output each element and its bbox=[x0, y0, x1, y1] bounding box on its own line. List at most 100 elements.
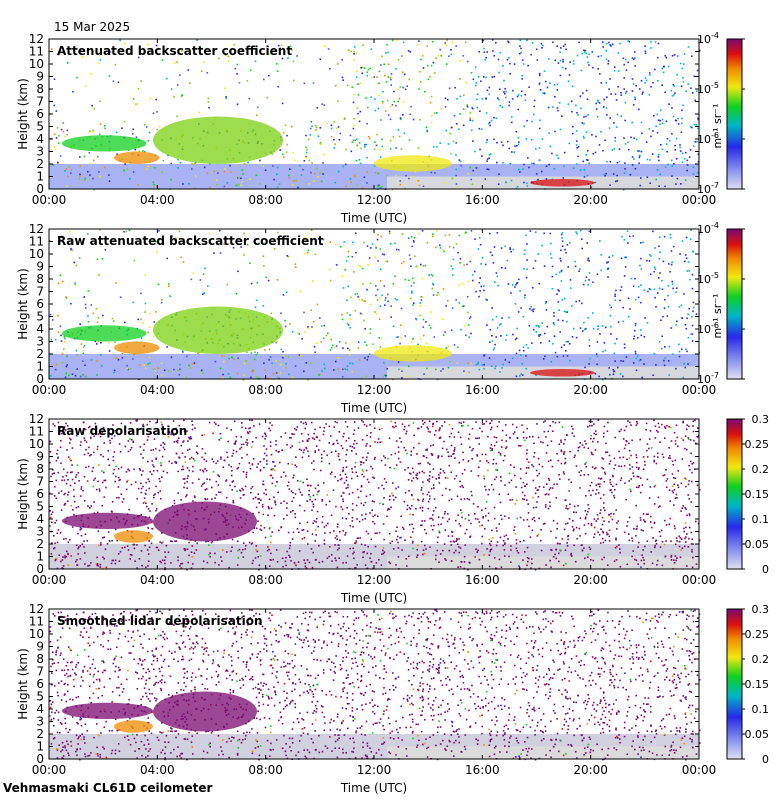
x-tick-label: 16:00 bbox=[465, 383, 500, 397]
y-tick-label: 10 bbox=[29, 437, 44, 451]
colorbar-tick-label: 10-6 bbox=[697, 321, 719, 336]
y-tick-label: 2 bbox=[36, 157, 44, 171]
colorbar-tick-label: 10-7 bbox=[697, 371, 719, 386]
x-tick-label: 00:00 bbox=[682, 763, 717, 777]
cloud-feature bbox=[114, 530, 153, 543]
y-tick-label: 4 bbox=[36, 702, 44, 716]
x-tick-label: 12:00 bbox=[357, 763, 392, 777]
y-tick-label: 5 bbox=[36, 500, 44, 514]
colorbar-tick-label: 0.15 bbox=[745, 488, 770, 501]
colorbar-tick-label: 0 bbox=[762, 563, 769, 576]
colorbar-tick-label: 0.05 bbox=[745, 538, 770, 551]
colorbar-tick-label: 10-5 bbox=[697, 271, 719, 286]
y-tick-label: 6 bbox=[36, 487, 44, 501]
cloud-feature bbox=[62, 702, 153, 719]
y-tick-label: 2 bbox=[36, 727, 44, 741]
colorbar: 0 0.05 0.1 0.15 0.2 0.25 0.3 bbox=[726, 603, 770, 766]
y-tick-label: 4 bbox=[36, 132, 44, 146]
y-tick-label: 8 bbox=[36, 82, 44, 96]
x-tick-label: 08:00 bbox=[248, 573, 283, 587]
x-tick-label: 08:00 bbox=[248, 193, 283, 207]
y-tick-label: 0 bbox=[36, 372, 44, 386]
cloud-feature bbox=[62, 512, 153, 529]
y-tick-label: 3 bbox=[36, 715, 44, 729]
y-tick-label: 6 bbox=[36, 677, 44, 691]
heatmap-texture bbox=[49, 39, 701, 191]
x-tick-label: 20:00 bbox=[573, 383, 608, 397]
heatmap-texture bbox=[49, 419, 701, 571]
colorbar-tick-label: 0.2 bbox=[752, 463, 770, 476]
cloud-feature bbox=[374, 345, 452, 362]
y-tick-label: 11 bbox=[29, 235, 44, 249]
y-tick-label: 8 bbox=[36, 652, 44, 666]
y-tick-label: 11 bbox=[29, 45, 44, 59]
y-axis-label: Height (km) bbox=[16, 268, 30, 339]
y-tick-label: 3 bbox=[36, 145, 44, 159]
cloud-feature bbox=[530, 369, 595, 377]
date-label: 15 Mar 2025 bbox=[54, 20, 131, 34]
colorbar-gradient bbox=[726, 608, 743, 760]
x-tick-label: 08:00 bbox=[248, 763, 283, 777]
y-axis-label: Height (km) bbox=[16, 78, 30, 149]
panel-4: Smoothed lidar depolarisation01234567891… bbox=[16, 602, 769, 795]
cloud-feature bbox=[153, 501, 257, 542]
colorbar-tick-label: 10-7 bbox=[697, 181, 719, 196]
y-tick-label: 9 bbox=[36, 450, 44, 464]
y-tick-label: 10 bbox=[29, 627, 44, 641]
y-tick-label: 0 bbox=[36, 562, 44, 576]
colorbar-tick-label: 0.05 bbox=[745, 728, 770, 741]
y-tick-label: 0 bbox=[36, 752, 44, 766]
y-tick-label: 7 bbox=[36, 95, 44, 109]
cloud-feature bbox=[153, 116, 283, 164]
x-tick-label: 00:00 bbox=[682, 193, 717, 207]
colorbar-tick-label: 0 bbox=[762, 753, 769, 766]
colorbar-tick-label: 0.15 bbox=[745, 678, 770, 691]
x-tick-label: 04:00 bbox=[140, 383, 175, 397]
colorbar-gradient bbox=[726, 38, 743, 190]
x-tick-label: 16:00 bbox=[465, 573, 500, 587]
cloud-feature bbox=[114, 151, 160, 164]
y-tick-label: 3 bbox=[36, 525, 44, 539]
y-tick-label: 5 bbox=[36, 310, 44, 324]
x-axis-label: Time (UTC) bbox=[340, 211, 407, 225]
colorbar: 10-7 10-6 10-5 10-4 m⁻¹ sr⁻¹ bbox=[697, 31, 745, 196]
y-tick-label: 10 bbox=[29, 57, 44, 71]
y-tick-label: 6 bbox=[36, 297, 44, 311]
colorbar-tick-label: 10-4 bbox=[697, 31, 719, 46]
y-tick-label: 7 bbox=[36, 285, 44, 299]
y-tick-label: 0 bbox=[36, 182, 44, 196]
x-tick-label: 04:00 bbox=[140, 573, 175, 587]
colorbar-tick-label: 0.1 bbox=[752, 703, 770, 716]
panel-title: Raw depolarisation bbox=[57, 424, 187, 438]
panel-title: Raw attenuated backscatter coefficient bbox=[57, 234, 324, 248]
cloud-feature bbox=[153, 306, 283, 354]
x-tick-label: 20:00 bbox=[573, 573, 608, 587]
x-axis-label: Time (UTC) bbox=[340, 401, 407, 415]
y-axis-label: Height (km) bbox=[16, 458, 30, 529]
colorbar-tick-label: 0.1 bbox=[752, 513, 770, 526]
x-tick-label: 00:00 bbox=[32, 763, 67, 777]
x-tick-label: 12:00 bbox=[357, 573, 392, 587]
y-tick-label: 4 bbox=[36, 512, 44, 526]
colorbar-unit-label: m⁻¹ sr⁻¹ bbox=[711, 104, 724, 149]
colorbar-tick-label: 0.2 bbox=[752, 653, 770, 666]
x-tick-label: 04:00 bbox=[140, 193, 175, 207]
y-tick-label: 5 bbox=[36, 120, 44, 134]
y-tick-label: 12 bbox=[29, 222, 44, 236]
heatmap-texture bbox=[49, 609, 701, 761]
y-tick-label: 12 bbox=[29, 602, 44, 616]
colorbar-tick-label: 0.25 bbox=[745, 438, 770, 451]
x-tick-label: 00:00 bbox=[32, 383, 67, 397]
cloud-feature bbox=[530, 179, 595, 187]
y-tick-label: 1 bbox=[36, 360, 44, 374]
x-tick-label: 00:00 bbox=[32, 193, 67, 207]
y-tick-label: 5 bbox=[36, 690, 44, 704]
y-tick-label: 3 bbox=[36, 335, 44, 349]
colorbar-tick-label: 10-5 bbox=[697, 81, 719, 96]
panel-1: Attenuated backscatter coefficient012345… bbox=[16, 31, 745, 225]
cloud-feature bbox=[153, 691, 257, 732]
y-tick-label: 1 bbox=[36, 550, 44, 564]
x-tick-label: 04:00 bbox=[140, 763, 175, 777]
x-tick-label: 12:00 bbox=[357, 193, 392, 207]
